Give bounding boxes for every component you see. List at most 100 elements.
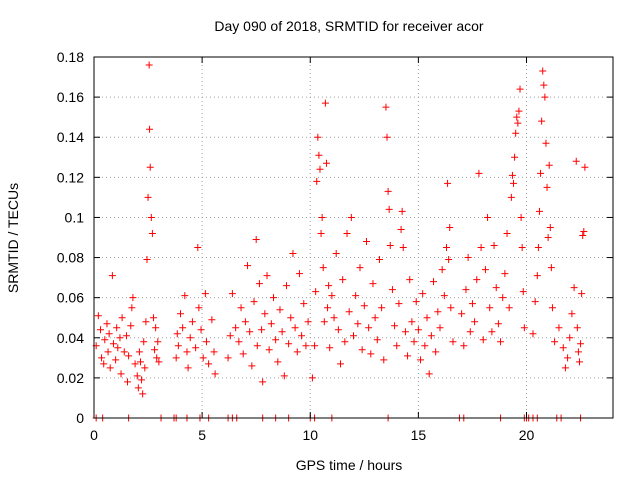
data-point <box>404 352 412 360</box>
data-point <box>118 314 126 322</box>
data-point <box>135 348 143 356</box>
data-point <box>343 229 351 237</box>
data-point <box>205 360 213 368</box>
data-point <box>401 328 409 336</box>
data-point <box>172 354 180 362</box>
data-point <box>537 169 545 177</box>
data-point <box>192 344 200 352</box>
data-point <box>449 338 457 346</box>
data-point <box>184 364 192 372</box>
data-point <box>365 324 373 332</box>
data-point <box>151 346 159 354</box>
data-point <box>440 292 448 300</box>
data-point <box>484 213 492 221</box>
data-point <box>546 223 554 231</box>
data-point <box>153 354 161 362</box>
data-point <box>559 344 567 352</box>
data-point <box>246 328 254 336</box>
data-point <box>201 290 209 298</box>
data-point <box>508 171 516 179</box>
data-point <box>186 334 194 342</box>
data-point <box>555 324 563 332</box>
data-point <box>314 133 322 141</box>
data-point <box>393 342 401 350</box>
data-point <box>312 288 320 296</box>
data-point <box>468 300 476 308</box>
data-point <box>308 374 316 382</box>
data-point <box>332 250 340 258</box>
data-point <box>408 318 416 326</box>
data-point <box>199 354 207 362</box>
data-point <box>488 328 496 336</box>
data-point <box>494 320 502 328</box>
data-point <box>462 286 470 294</box>
data-point <box>146 125 154 133</box>
data-point <box>152 324 160 332</box>
data-point <box>350 332 357 340</box>
data-point <box>202 338 210 346</box>
data-point <box>263 272 271 280</box>
data-point <box>174 342 182 350</box>
data-point <box>345 308 353 316</box>
data-point <box>177 310 184 318</box>
data-point <box>566 334 574 342</box>
data-point <box>352 292 360 300</box>
data-point <box>293 348 301 356</box>
data-point <box>259 378 267 386</box>
y-tick-label: 0.1 <box>65 209 85 225</box>
data-point <box>269 294 277 302</box>
data-point <box>143 256 151 264</box>
data-point <box>127 322 135 330</box>
data-point <box>224 354 232 362</box>
data-point <box>315 151 323 159</box>
y-tick-label: 0.02 <box>57 370 84 386</box>
data-point <box>510 179 518 187</box>
x-tick-label: 0 <box>90 427 98 443</box>
data-point <box>211 370 219 378</box>
data-point <box>148 229 156 237</box>
data-point <box>325 282 333 290</box>
data-point <box>101 336 109 344</box>
data-point <box>384 187 392 195</box>
data-point <box>397 225 405 233</box>
data-point <box>497 338 505 346</box>
data-point <box>417 356 425 364</box>
y-tick-label: 0.08 <box>57 250 84 266</box>
data-point <box>134 384 142 392</box>
data-point <box>434 308 442 316</box>
data-point <box>518 244 526 252</box>
data-point <box>446 223 454 231</box>
data-point <box>580 227 588 235</box>
data-point <box>280 372 288 380</box>
data-point <box>425 370 433 378</box>
data-point <box>388 286 396 294</box>
data-point <box>410 338 418 346</box>
data-point <box>517 213 525 221</box>
data-point <box>145 61 153 69</box>
y-tick-label: 0.12 <box>57 169 84 185</box>
data-point <box>228 290 236 298</box>
data-point <box>183 348 191 356</box>
data-point <box>447 304 455 312</box>
data-point <box>287 314 295 322</box>
data-point <box>142 318 150 326</box>
data-point <box>398 207 406 215</box>
data-point <box>544 234 552 241</box>
data-point <box>128 304 136 312</box>
data-point <box>432 348 440 356</box>
data-point <box>114 344 122 352</box>
data-point <box>188 318 196 326</box>
data-point <box>356 264 364 272</box>
data-point <box>442 244 450 252</box>
data-point <box>547 264 555 272</box>
data-point <box>382 103 390 111</box>
data-point <box>514 119 522 127</box>
data-point <box>320 318 328 326</box>
data-point <box>311 342 319 350</box>
data-point <box>513 113 521 121</box>
data-point <box>347 213 355 221</box>
data-point <box>103 320 111 328</box>
data-point <box>195 304 203 312</box>
data-point <box>371 314 379 322</box>
data-point <box>129 294 137 302</box>
